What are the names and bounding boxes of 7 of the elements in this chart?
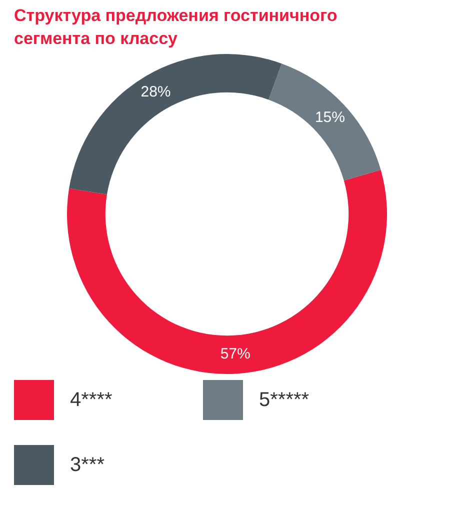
data-label: 57%: [220, 346, 250, 363]
legend-label: 4****: [70, 388, 112, 412]
legend-label: 5*****: [259, 388, 310, 412]
data-label: 28%: [140, 84, 171, 101]
data-label: 15%: [314, 109, 345, 126]
legend-label: 3***: [70, 454, 104, 476]
chart-title: Структура предложения гостиничного сегмента по классу: [14, 5, 338, 50]
